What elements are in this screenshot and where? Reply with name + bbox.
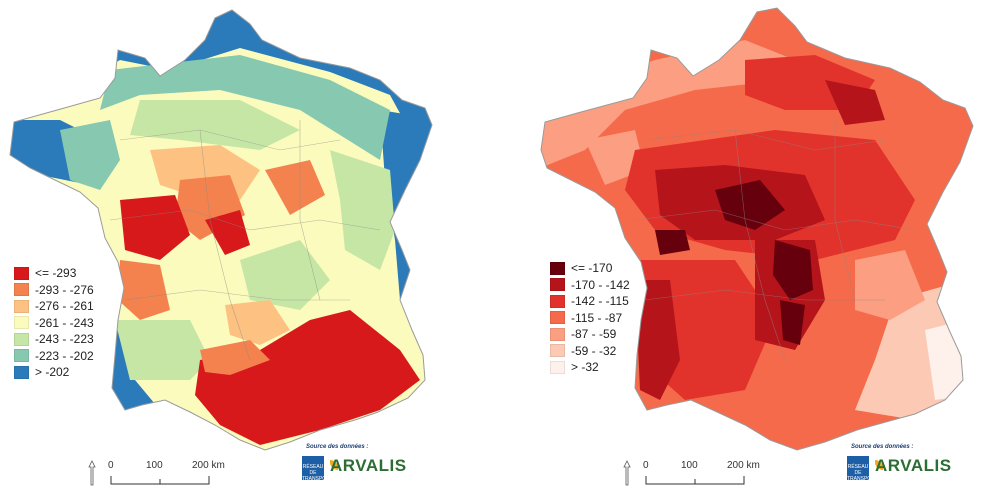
scale-label-0: 0 [643, 460, 649, 471]
right-legend: <= -170 -170 - -142 -142 - -115 -115 - -… [550, 260, 630, 376]
legend-swatch [550, 278, 565, 292]
scale-label-100: 100 [146, 460, 163, 471]
rte-logo: RÉSEAU DE TRANSPORT D'ÉLECTRICITÉ [847, 456, 884, 488]
right-region-borders [634, 120, 916, 361]
legend-label: > -202 [35, 365, 70, 380]
legend-item: <= -170 [550, 260, 630, 277]
arvalis-logo: ARVALIS [875, 456, 952, 475]
scale-ticks: 0 100 200 km [643, 460, 825, 488]
legend-swatch [550, 294, 565, 308]
legend-item: -170 - -142 [550, 277, 630, 294]
left-scale-bar: 0 100 200 km [88, 460, 298, 490]
left-map-panel: <= -293 -293 - -276 -276 - -261 -261 - -… [9, 9, 450, 490]
legend-swatch [14, 266, 29, 280]
legend-swatch [14, 365, 29, 379]
legend-item: -87 - -59 [550, 326, 630, 343]
legend-label: > -32 [571, 360, 599, 375]
right-scale-bar: 0 100 200 km [623, 460, 833, 490]
left-france-map [9, 9, 433, 451]
legend-label: -170 - -142 [571, 277, 630, 292]
right-map-fill [541, 8, 973, 450]
legend-label: -142 - -115 [571, 294, 629, 309]
legend-item: > -202 [14, 364, 94, 381]
legend-item: -142 - -115 [550, 293, 630, 310]
legend-label: -276 - -261 [35, 299, 94, 314]
legend-label: -293 - -276 [35, 282, 94, 297]
legend-swatch [14, 316, 29, 330]
source-label: Source des données : [851, 444, 914, 450]
legend-swatch [14, 299, 29, 313]
left-data-credit: Source des données : RÉSEAU DE TRANSPORT… [300, 444, 450, 488]
source-label: Source des données : [306, 444, 369, 450]
right-map-panel: <= -170 -170 - -142 -142 - -115 -115 - -… [495, 0, 990, 504]
left-region-borders [109, 120, 381, 361]
legend-swatch [550, 360, 565, 374]
scale-ticks: 0 100 200 km [108, 460, 290, 488]
scale-label-0: 0 [108, 460, 114, 471]
legend-swatch [14, 349, 29, 363]
legend-label: <= -170 [571, 261, 613, 276]
legend-label: -243 - -223 [35, 332, 94, 347]
legend-item: -261 - -243 [14, 315, 94, 332]
scale-label-200: 200 km [727, 460, 760, 471]
legend-swatch [14, 332, 29, 346]
legend-item: -276 - -261 [14, 298, 94, 315]
scale-line [645, 476, 745, 485]
right-data-credit: Source des données : RÉSEAU DE TRANSPORT… [845, 444, 990, 488]
legend-label: <= -293 [35, 266, 77, 281]
legend-swatch [14, 283, 29, 297]
scale-label-200: 200 km [192, 460, 225, 471]
legend-item: -115 - -87 [550, 310, 630, 327]
legend-swatch [550, 261, 565, 275]
legend-item: -59 - -32 [550, 343, 630, 360]
legend-item: <= -293 [14, 265, 94, 282]
legend-label: -223 - -202 [35, 348, 94, 363]
left-legend: <= -293 -293 - -276 -276 - -261 -261 - -… [14, 265, 94, 381]
legend-item: -243 - -223 [14, 331, 94, 348]
scale-line [110, 476, 210, 485]
legend-item: > -32 [550, 359, 630, 376]
north-arrow-icon [623, 460, 631, 486]
north-arrow-icon [88, 460, 96, 486]
rte-logo: RÉSEAU DE TRANSPORT D'ÉLECTRICITÉ [302, 456, 339, 488]
arvalis-logo: ARVALIS [330, 456, 407, 475]
legend-swatch [550, 327, 565, 341]
legend-swatch [550, 311, 565, 325]
legend-label: -115 - -87 [571, 310, 623, 325]
legend-item: -223 - -202 [14, 348, 94, 365]
legend-label: -59 - -32 [571, 343, 617, 358]
right-france-map [540, 7, 974, 451]
legend-swatch [550, 344, 565, 358]
legend-label: -261 - -243 [35, 315, 94, 330]
arvalis-leaf-icon [330, 460, 338, 470]
left-map-fill [10, 10, 432, 450]
legend-label: -87 - -59 [571, 327, 617, 342]
legend-item: -293 - -276 [14, 282, 94, 299]
scale-label-100: 100 [681, 460, 698, 471]
arvalis-leaf-icon [875, 460, 883, 470]
